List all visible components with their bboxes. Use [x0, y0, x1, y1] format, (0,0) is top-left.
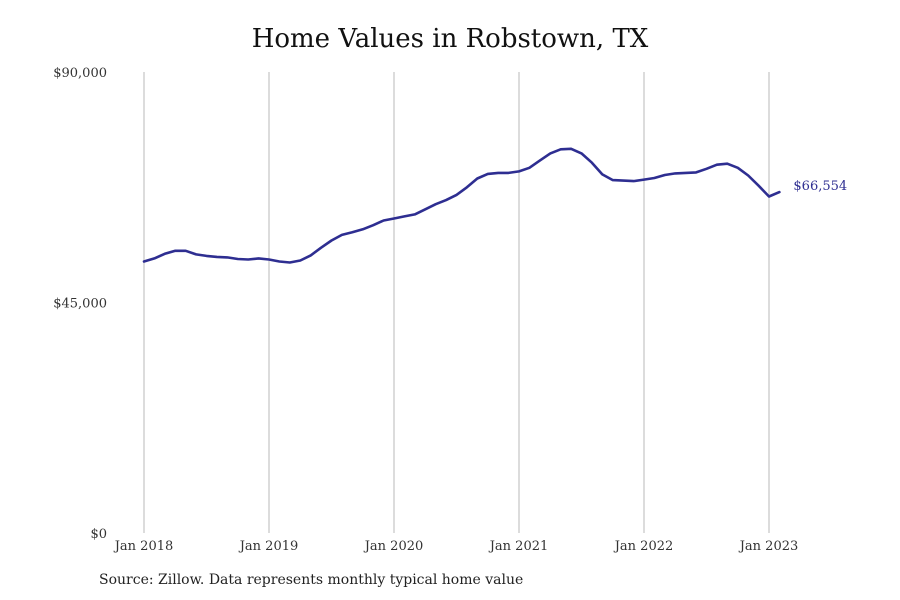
- series: $66,554: [142, 147, 847, 264]
- x-axis-ticks: Jan 2018 Jan 2019 Jan 2020 Jan 2021 Jan 2022…: [113, 539, 799, 554]
- y-tick-label: $45,000: [53, 297, 107, 312]
- end-value-label: $66,554: [793, 179, 847, 194]
- chart-title: Home Values in Robstown, TX: [251, 24, 649, 54]
- y-axis-ticks: $0 $45,000 $90,000: [53, 66, 107, 542]
- home-value-line: [142, 147, 781, 264]
- x-tick-label: Jan 2018: [113, 539, 174, 554]
- gridlines: [143, 72, 770, 533]
- y-tick-label: $90,000: [53, 66, 107, 81]
- x-tick-label: Jan 2020: [363, 539, 424, 554]
- x-tick-label: Jan 2021: [488, 539, 549, 554]
- x-tick-label: Jan 2019: [238, 539, 299, 554]
- source-note: Source: Zillow. Data represents monthly …: [99, 572, 524, 588]
- x-tick-label: Jan 2022: [613, 539, 674, 554]
- y-tick-label: $0: [90, 527, 107, 542]
- x-tick-label: Jan 2023: [738, 539, 799, 554]
